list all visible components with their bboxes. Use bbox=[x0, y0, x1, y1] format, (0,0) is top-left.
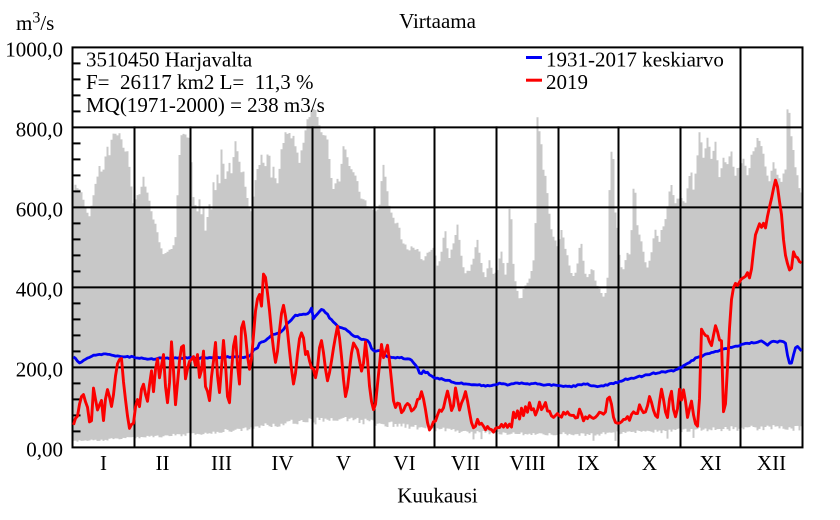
svg-text:600,0: 600,0 bbox=[16, 198, 63, 222]
svg-text:V: V bbox=[336, 451, 351, 475]
svg-text:1931-2017 keskiarvo: 1931-2017 keskiarvo bbox=[546, 47, 724, 71]
svg-text:XI: XI bbox=[699, 451, 721, 475]
svg-text:II: II bbox=[156, 451, 170, 475]
svg-text:XII: XII bbox=[757, 451, 786, 475]
svg-text:III: III bbox=[211, 451, 232, 475]
svg-text:0,00: 0,00 bbox=[26, 438, 63, 462]
svg-text:MQ(1971-2000) = 238 m3/s: MQ(1971-2000) = 238 m3/s bbox=[86, 93, 325, 117]
svg-text:VII: VII bbox=[451, 451, 480, 475]
svg-text:I: I bbox=[100, 451, 107, 475]
svg-text:VIII: VIII bbox=[509, 451, 545, 475]
svg-text:3510450 Harjavalta: 3510450 Harjavalta bbox=[86, 47, 253, 71]
svg-text:2019: 2019 bbox=[546, 70, 588, 94]
svg-text:400,0: 400,0 bbox=[16, 278, 63, 302]
svg-text:800,0: 800,0 bbox=[16, 118, 63, 142]
svg-text:200,0: 200,0 bbox=[16, 358, 63, 382]
svg-text:1000,0: 1000,0 bbox=[5, 38, 63, 62]
svg-text:X: X bbox=[642, 451, 657, 475]
svg-text:VI: VI bbox=[393, 451, 415, 475]
svg-text:F= 26117 km2 L= 11,3 %: F= 26117 km2 L= 11,3 % bbox=[86, 70, 313, 94]
svg-text:IV: IV bbox=[271, 451, 293, 475]
svg-text:Kuukausi: Kuukausi bbox=[397, 484, 478, 508]
svg-text:Virtaama: Virtaama bbox=[399, 9, 477, 33]
svg-text:m3/s: m3/s bbox=[16, 10, 54, 36]
svg-text:IX: IX bbox=[577, 451, 599, 475]
